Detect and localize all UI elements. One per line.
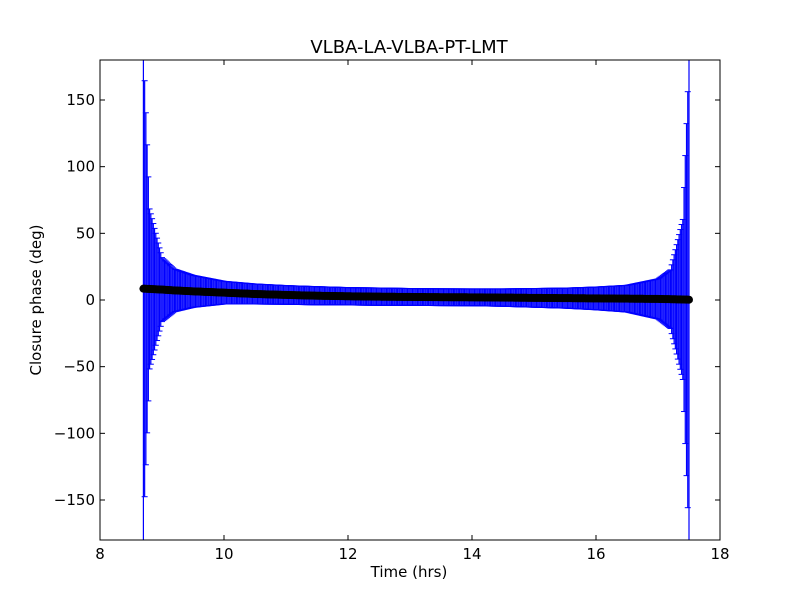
y-tick-label: 0 [85, 291, 95, 309]
data-markers [139, 284, 693, 304]
x-axis-label: Time (hrs) [370, 563, 448, 581]
x-tick-label: 12 [338, 545, 357, 563]
y-tick-label: −150 [54, 491, 95, 509]
y-tick-label: −100 [54, 424, 95, 442]
axes: 8 10 12 14 16 18 −150 −100 −50 0 50 100 150 [54, 59, 730, 563]
error-bars [141, 60, 691, 540]
y-tick-label: 150 [66, 91, 95, 109]
y-axis-label: Closure phase (deg) [27, 225, 45, 376]
x-tick-label: 16 [586, 545, 605, 563]
x-tick-label: 10 [214, 545, 233, 563]
y-tick-label: 100 [66, 158, 95, 176]
chart-title: VLBA-LA-VLBA-PT-LMT [310, 37, 508, 58]
x-tick-label: 14 [462, 545, 481, 563]
data-point [685, 295, 693, 304]
x-tick-label: 18 [710, 545, 729, 563]
y-tick-label: 50 [76, 224, 95, 242]
x-tick-label: 8 [95, 545, 105, 563]
y-tick-label: −50 [63, 358, 95, 376]
